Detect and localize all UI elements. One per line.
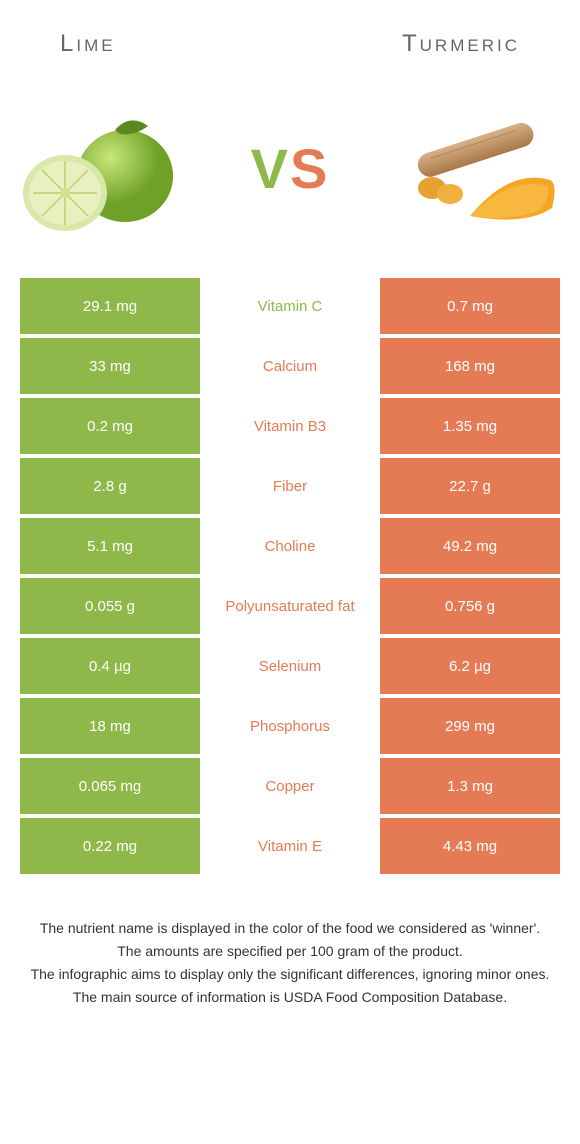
turmeric-image xyxy=(390,98,560,238)
vs-v: V xyxy=(251,137,290,200)
right-value: 0.7 mg xyxy=(380,278,560,334)
left-value: 0.2 mg xyxy=(20,398,200,454)
left-value: 0.055 g xyxy=(20,578,200,634)
table-row: 0.4 µgSelenium6.2 µg xyxy=(20,638,560,694)
table-row: 0.2 mgVitamin B31.35 mg xyxy=(20,398,560,454)
table-row: 2.8 gFiber22.7 g xyxy=(20,458,560,514)
table-row: 5.1 mgCholine49.2 mg xyxy=(20,518,560,574)
footnote-line: The amounts are specified per 100 gram o… xyxy=(30,941,550,962)
right-value: 6.2 µg xyxy=(380,638,560,694)
nutrient-name: Choline xyxy=(200,518,380,574)
nutrient-name: Polyunsaturated fat xyxy=(200,578,380,634)
right-value: 299 mg xyxy=(380,698,560,754)
right-value: 168 mg xyxy=(380,338,560,394)
left-value: 0.065 mg xyxy=(20,758,200,814)
right-value: 1.3 mg xyxy=(380,758,560,814)
right-value: 49.2 mg xyxy=(380,518,560,574)
right-food-title: Turmeric xyxy=(402,30,520,58)
table-row: 18 mgPhosphorus299 mg xyxy=(20,698,560,754)
nutrient-name: Vitamin B3 xyxy=(200,398,380,454)
hero: VS xyxy=(0,68,580,278)
footnotes: The nutrient name is displayed in the co… xyxy=(0,878,580,1030)
left-value: 33 mg xyxy=(20,338,200,394)
table-row: 0.065 mgCopper1.3 mg xyxy=(20,758,560,814)
left-value: 2.8 g xyxy=(20,458,200,514)
right-value: 22.7 g xyxy=(380,458,560,514)
table-row: 33 mgCalcium168 mg xyxy=(20,338,560,394)
left-value: 18 mg xyxy=(20,698,200,754)
nutrient-name: Vitamin E xyxy=(200,818,380,874)
vs-label: VS xyxy=(251,136,330,201)
table-row: 0.22 mgVitamin E4.43 mg xyxy=(20,818,560,874)
header: Lime Turmeric xyxy=(0,0,580,68)
nutrient-name: Phosphorus xyxy=(200,698,380,754)
left-value: 29.1 mg xyxy=(20,278,200,334)
right-value: 4.43 mg xyxy=(380,818,560,874)
comparison-table: 29.1 mgVitamin C0.7 mg33 mgCalcium168 mg… xyxy=(0,278,580,874)
table-row: 29.1 mgVitamin C0.7 mg xyxy=(20,278,560,334)
nutrient-name: Fiber xyxy=(200,458,380,514)
vs-s: S xyxy=(290,137,329,200)
right-value: 0.756 g xyxy=(380,578,560,634)
footnote-line: The nutrient name is displayed in the co… xyxy=(30,918,550,939)
left-value: 5.1 mg xyxy=(20,518,200,574)
right-value: 1.35 mg xyxy=(380,398,560,454)
left-food-title: Lime xyxy=(60,30,116,58)
footnote-line: The infographic aims to display only the… xyxy=(30,964,550,985)
left-value: 0.22 mg xyxy=(20,818,200,874)
footnote-line: The main source of information is USDA F… xyxy=(30,987,550,1008)
table-row: 0.055 gPolyunsaturated fat0.756 g xyxy=(20,578,560,634)
lime-image xyxy=(20,98,190,238)
nutrient-name: Selenium xyxy=(200,638,380,694)
nutrient-name: Vitamin C xyxy=(200,278,380,334)
nutrient-name: Calcium xyxy=(200,338,380,394)
nutrient-name: Copper xyxy=(200,758,380,814)
left-value: 0.4 µg xyxy=(20,638,200,694)
